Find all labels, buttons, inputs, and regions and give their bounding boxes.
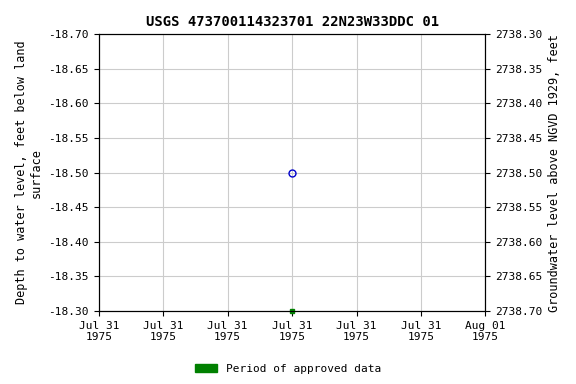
Y-axis label: Groundwater level above NGVD 1929, feet: Groundwater level above NGVD 1929, feet (548, 34, 561, 311)
Legend: Period of approved data: Period of approved data (191, 359, 385, 379)
Title: USGS 473700114323701 22N23W33DDC 01: USGS 473700114323701 22N23W33DDC 01 (146, 15, 439, 29)
Y-axis label: Depth to water level, feet below land
surface: Depth to water level, feet below land su… (15, 41, 43, 305)
